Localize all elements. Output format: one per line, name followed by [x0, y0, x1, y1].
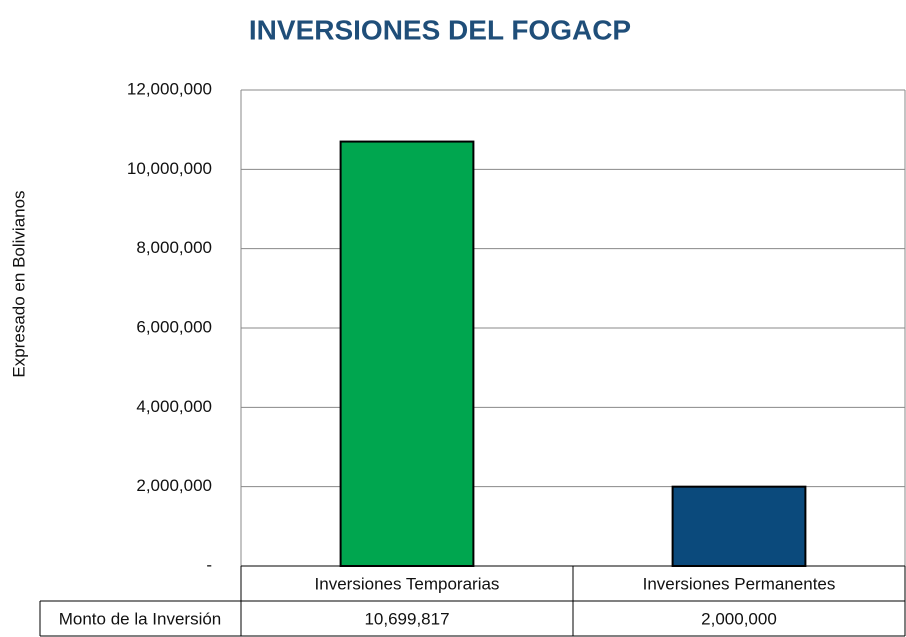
- table-value: 2,000,000: [701, 609, 777, 628]
- y-tick-label: 8,000,000: [136, 238, 212, 257]
- table-row-label: Monto de la Inversión: [59, 609, 222, 628]
- y-tick-label: 4,000,000: [136, 397, 212, 416]
- y-tick-label: 10,000,000: [127, 159, 212, 178]
- table-value: 10,699,817: [364, 609, 449, 628]
- bar: [671, 485, 807, 567]
- y-tick-label: 12,000,000: [127, 79, 212, 98]
- x-tick-label: Inversiones Temporarias: [315, 574, 500, 593]
- y-tick-label: 6,000,000: [136, 317, 212, 336]
- bar: [339, 140, 475, 568]
- y-tick-label: 2,000,000: [136, 476, 212, 495]
- y-tick-label: -: [206, 555, 212, 574]
- y-axis-label: Expresado en Bolivianos: [9, 190, 28, 377]
- x-tick-label: Inversiones Permanentes: [643, 574, 836, 593]
- chart-title: INVERSIONES DEL FOGACP: [249, 14, 631, 45]
